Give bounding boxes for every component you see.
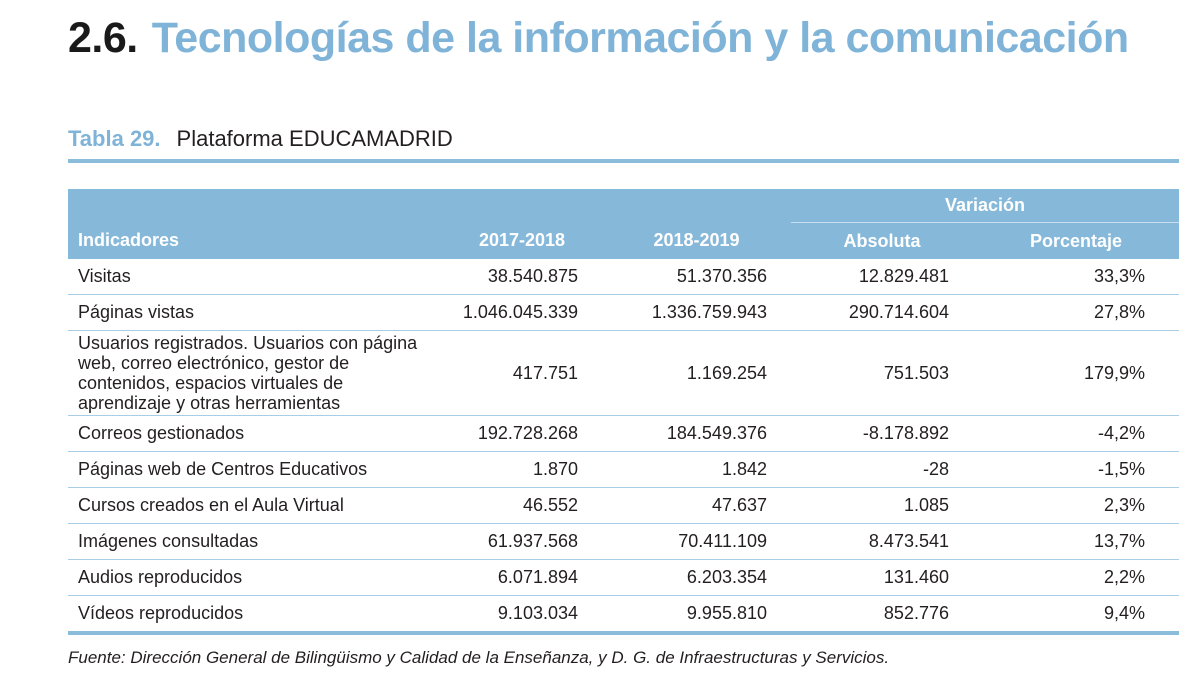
variation-percent-cell: 27,8%: [973, 294, 1180, 331]
value-2017-2018-cell: 9.103.034: [442, 595, 602, 635]
header-spacer: [602, 189, 791, 223]
variation-percent-cell: 2,3%: [973, 487, 1180, 524]
data-table: Variación Indicadores 2017-2018 2018-201…: [68, 189, 1180, 635]
value-2017-2018-cell: 61.937.568: [442, 523, 602, 560]
variation-percent-cell: -1,5%: [973, 451, 1180, 488]
header-variacion: Variación: [791, 189, 1180, 223]
value-2018-2019-cell: 9.955.810: [602, 595, 791, 635]
header-indicadores: Indicadores: [68, 222, 442, 259]
value-2018-2019-cell: 1.842: [602, 451, 791, 488]
indicator-cell: Usuarios registrados. Usuarios con págin…: [68, 330, 442, 416]
header-spacer: [68, 189, 442, 223]
value-2017-2018-cell: 1.046.045.339: [442, 294, 602, 331]
table-row: Visitas 38.540.875 51.370.356 12.829.481 33,…: [68, 259, 1180, 295]
value-2018-2019-cell: 1.169.254: [602, 330, 791, 416]
variation-percent-cell: 179,9%: [973, 330, 1180, 416]
value-2017-2018-cell: 192.728.268: [442, 415, 602, 452]
value-2018-2019-cell: 1.336.759.943: [602, 294, 791, 331]
section-title: Tecnologías de la información y la comun…: [151, 14, 1129, 62]
table-caption: Tabla 29. Plataforma EDUCAMADRID: [68, 126, 453, 152]
value-2018-2019-cell: 70.411.109: [602, 523, 791, 560]
indicator-cell: Visitas: [68, 259, 442, 295]
variation-absolute-cell: -8.178.892: [791, 415, 973, 452]
variation-absolute-cell: 1.085: [791, 487, 973, 524]
section-number: 2.6.: [68, 14, 138, 62]
value-2017-2018-cell: 46.552: [442, 487, 602, 524]
header-absoluta: Absoluta: [791, 222, 973, 259]
table-row: Páginas vistas 1.046.045.339 1.336.759.943…: [68, 294, 1180, 331]
value-2017-2018-cell: 6.071.894: [442, 559, 602, 596]
variation-absolute-cell: 852.776: [791, 595, 973, 635]
variation-absolute-cell: 12.829.481: [791, 259, 973, 295]
value-2018-2019-cell: 6.203.354: [602, 559, 791, 596]
section-heading: 2.6. Tecnologías de la información y la c…: [68, 14, 1129, 63]
header-2017-2018: 2017-2018: [442, 222, 602, 259]
header-porcentaje: Porcentaje: [973, 222, 1180, 259]
caption-divider: [68, 159, 1179, 163]
indicator-cell: Imágenes consultadas: [68, 523, 442, 560]
header-2018-2019: 2018-2019: [602, 222, 791, 259]
source-note: Fuente: Dirección General de Bilingüismo…: [68, 648, 890, 667]
indicator-cell: Cursos creados en el Aula Virtual: [68, 487, 442, 524]
indicator-cell: Audios reproducidos: [68, 559, 442, 596]
variation-percent-cell: -4,2%: [973, 415, 1180, 452]
variation-absolute-cell: 290.714.604: [791, 294, 973, 331]
variation-absolute-cell: 131.460: [791, 559, 973, 596]
table-row: Páginas web de Centros Educativos 1.870 1.…: [68, 451, 1180, 488]
variation-percent-cell: 13,7%: [973, 523, 1180, 560]
value-2017-2018-cell: 417.751: [442, 330, 602, 416]
table-row: Correos gestionados 192.728.268 184.549.37…: [68, 415, 1180, 452]
value-2018-2019-cell: 47.637: [602, 487, 791, 524]
table-row: Imágenes consultadas 61.937.568 70.411.109…: [68, 523, 1180, 560]
indicator-cell: Correos gestionados: [68, 415, 442, 452]
variation-absolute-cell: -28: [791, 451, 973, 488]
variation-absolute-cell: 8.473.541: [791, 523, 973, 560]
value-2018-2019-cell: 184.549.376: [602, 415, 791, 452]
value-2017-2018-cell: 1.870: [442, 451, 602, 488]
header-spacer: [442, 189, 602, 223]
indicator-cell: Vídeos reproducidos: [68, 595, 442, 635]
variation-percent-cell: 33,3%: [973, 259, 1180, 295]
table-row: Cursos creados en el Aula Virtual 46.552 4…: [68, 487, 1180, 524]
table-number: Tabla 29.: [68, 126, 161, 151]
variation-absolute-cell: 751.503: [791, 330, 973, 416]
value-2017-2018-cell: 38.540.875: [442, 259, 602, 295]
variation-percent-cell: 9,4%: [973, 595, 1180, 635]
variation-percent-cell: 2,2%: [973, 559, 1180, 596]
indicator-cell: Páginas web de Centros Educativos: [68, 451, 442, 488]
table-row: Usuarios registrados. Usuarios con págin…: [68, 330, 1180, 416]
table-name: Plataforma EDUCAMADRID: [176, 126, 453, 151]
table-row: Audios reproducidos 6.071.894 6.203.354 131…: [68, 559, 1180, 596]
table-row: Vídeos reproducidos 9.103.034 9.955.810 852…: [68, 595, 1180, 635]
indicator-cell: Páginas vistas: [68, 294, 442, 331]
value-2018-2019-cell: 51.370.356: [602, 259, 791, 295]
